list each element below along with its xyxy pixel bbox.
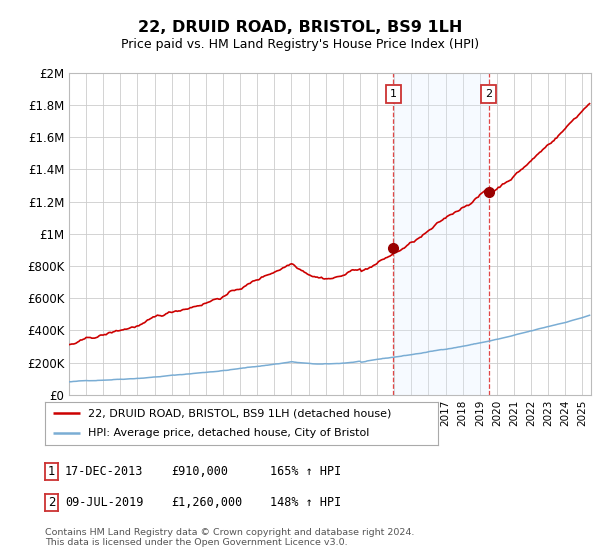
Text: 1: 1 <box>390 88 397 99</box>
Text: Price paid vs. HM Land Registry's House Price Index (HPI): Price paid vs. HM Land Registry's House … <box>121 38 479 52</box>
Text: £1,260,000: £1,260,000 <box>171 496 242 509</box>
Text: 165% ↑ HPI: 165% ↑ HPI <box>270 465 341 478</box>
Text: Contains HM Land Registry data © Crown copyright and database right 2024.
This d: Contains HM Land Registry data © Crown c… <box>45 528 415 547</box>
Text: 2: 2 <box>485 88 492 99</box>
Text: 1: 1 <box>48 465 55 478</box>
Text: 09-JUL-2019: 09-JUL-2019 <box>65 496 143 509</box>
Text: 22, DRUID ROAD, BRISTOL, BS9 1LH (detached house): 22, DRUID ROAD, BRISTOL, BS9 1LH (detach… <box>88 408 392 418</box>
Bar <box>394 73 488 395</box>
Text: HPI: Average price, detached house, City of Bristol: HPI: Average price, detached house, City… <box>88 428 370 438</box>
Text: 148% ↑ HPI: 148% ↑ HPI <box>270 496 341 509</box>
Text: 17-DEC-2013: 17-DEC-2013 <box>65 465 143 478</box>
Text: 2: 2 <box>48 496 55 509</box>
Text: 22, DRUID ROAD, BRISTOL, BS9 1LH: 22, DRUID ROAD, BRISTOL, BS9 1LH <box>138 21 462 35</box>
Text: £910,000: £910,000 <box>171 465 228 478</box>
